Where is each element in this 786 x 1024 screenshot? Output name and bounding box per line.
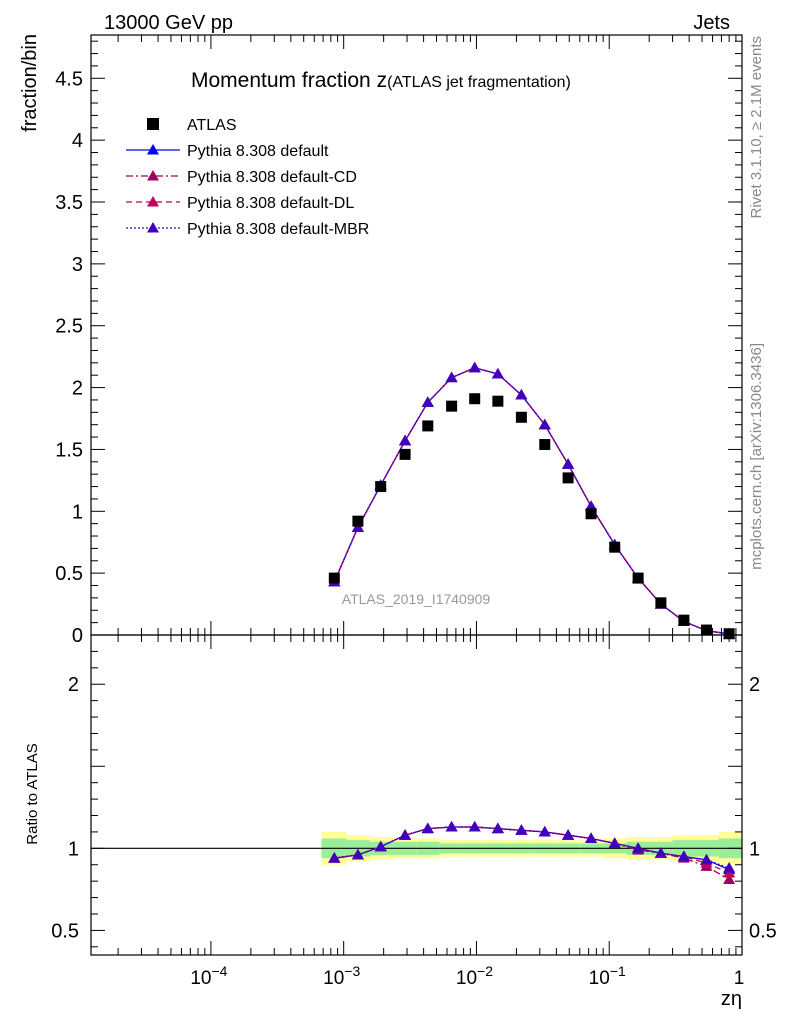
- series-ratio-marker: [632, 842, 645, 853]
- axis-ticks: 10−4 10−3 10−2 10−1 1 0 0.5 1 1.5 2 2.5 3 3.5 4 4.5 0.5…: [51, 35, 777, 989]
- series-ratio-marker: [608, 837, 621, 848]
- analysis-watermark: ATLAS_2019_I1740909: [342, 591, 491, 607]
- lower-plot-frame: [90, 634, 743, 956]
- legend-label: Pythia 8.308 default: [187, 143, 329, 160]
- series-ratio-marker: [562, 829, 575, 840]
- legend: ATLAS Pythia 8.308 default Pythia 8.308 de…: [126, 117, 369, 238]
- legend-label: Pythia 8.308 default-DL: [187, 195, 354, 212]
- legend-symbol: [147, 144, 159, 155]
- series-ratio-marker: [328, 852, 341, 863]
- legend-label: Pythia 8.308 default-MBR: [187, 221, 369, 238]
- series-marker: [445, 371, 458, 383]
- legend-label: Pythia 8.308 default-CD: [187, 169, 357, 186]
- series-marker: [585, 500, 598, 511]
- chart-title-main: Momentum fraction z: [191, 69, 387, 92]
- data-point: [655, 597, 667, 609]
- upper-y-axis-label: fraction/bin: [19, 34, 41, 132]
- data-point: [328, 572, 340, 584]
- legend-symbol: [147, 222, 159, 233]
- data-point: [562, 472, 574, 484]
- legend-label-data: ATLAS: [187, 117, 237, 134]
- ratio-uncertainty-bands: [91, 831, 742, 865]
- data-point: [399, 448, 411, 460]
- x-tick-label: 1: [734, 968, 745, 989]
- data-point: [492, 395, 504, 407]
- lower-y-tick-label-right: 1: [749, 838, 760, 860]
- upper-y-tick-label: 0.5: [55, 563, 83, 585]
- x-tick-label: 10−2: [456, 963, 493, 989]
- data-point: [352, 515, 364, 527]
- lower-y-tick-label-left: 1: [68, 838, 79, 860]
- series-marker: [468, 361, 481, 373]
- upper-y-tick-label: 0: [72, 625, 83, 647]
- mcplots-note: mcplots.cern.ch [arXiv:1306.3436]: [748, 343, 765, 570]
- series-ratio-marker: [723, 862, 736, 873]
- data-point: [700, 624, 712, 636]
- upper-y-tick-label: 2: [72, 378, 83, 400]
- legend-symbol-data: [147, 118, 159, 130]
- x-tick-label: 10−3: [323, 963, 360, 989]
- series-line: [333, 367, 730, 635]
- rivet-version-note: Rivet 3.1.10, ≥ 2.1M events: [748, 36, 765, 219]
- series-ratio-marker: [399, 829, 412, 840]
- series-ratio-marker: [723, 873, 736, 885]
- series-lines: [333, 367, 730, 881]
- data-point: [446, 400, 458, 412]
- upper-y-tick-label: 3: [72, 254, 83, 276]
- series-marker: [491, 367, 504, 379]
- lower-y-tick-label-left: 0.5: [51, 920, 79, 942]
- series-ratio-marker: [700, 853, 713, 865]
- chart-title-sub: (ATLAS jet fragmentation): [387, 74, 571, 91]
- data-point: [632, 572, 644, 584]
- series-marker: [562, 458, 575, 469]
- x-tick-label: 10−1: [589, 963, 626, 989]
- series-ratio-line: [334, 826, 730, 869]
- header-left: 13000 GeV pp: [104, 12, 233, 34]
- upper-y-tick-label: 3.5: [55, 192, 83, 214]
- upper-y-tick-label: 4: [72, 130, 83, 152]
- data-point: [539, 438, 551, 450]
- series-marker: [421, 396, 434, 407]
- axes-frames: [90, 34, 743, 956]
- x-axis-label: zη: [721, 988, 742, 1010]
- series-ratio-marker: [468, 821, 481, 832]
- series-ratio-marker: [515, 824, 528, 835]
- series-marker: [538, 418, 551, 430]
- legend-symbol: [147, 196, 159, 207]
- series-ratio-marker: [445, 821, 458, 832]
- data-point: [469, 393, 481, 405]
- x-tick-label: 10−4: [190, 963, 227, 989]
- data-point: [375, 481, 387, 493]
- header-right: Jets: [693, 12, 730, 34]
- upper-y-tick-label: 1.5: [55, 439, 83, 461]
- data-point: [585, 508, 597, 520]
- lower-y-axis-label: Ratio to ATLAS: [24, 743, 41, 844]
- upper-y-tick-label: 2.5: [55, 316, 83, 338]
- data-point: [515, 411, 527, 423]
- data-point: [678, 614, 690, 626]
- series-ratio-marker: [585, 832, 598, 843]
- chart-title: Momentum fraction z(ATLAS jet fragmentat…: [191, 69, 571, 92]
- data-point: [422, 420, 434, 432]
- lower-y-tick-label-right: 0.5: [749, 920, 777, 942]
- series-ratio-marker: [538, 825, 551, 837]
- upper-y-tick-label: 4.5: [55, 68, 83, 90]
- data-point: [723, 628, 735, 640]
- series-marker: [515, 389, 528, 400]
- upper-y-tick-label: 1: [72, 501, 83, 523]
- series-ratio-marker: [654, 847, 667, 858]
- series-ratio-marker: [421, 822, 434, 834]
- series-ratio-marker: [351, 848, 364, 860]
- legend-symbol: [147, 170, 159, 181]
- series-ratio-marker: [677, 850, 690, 862]
- series-ratio-marker: [491, 822, 504, 834]
- data-point: [609, 541, 621, 553]
- lower-y-tick-label-left: 2: [68, 674, 79, 696]
- series-marker: [399, 434, 412, 446]
- data-markers: [328, 361, 736, 885]
- lower-y-tick-label-right: 2: [749, 674, 760, 696]
- series-ratio-marker: [374, 840, 387, 852]
